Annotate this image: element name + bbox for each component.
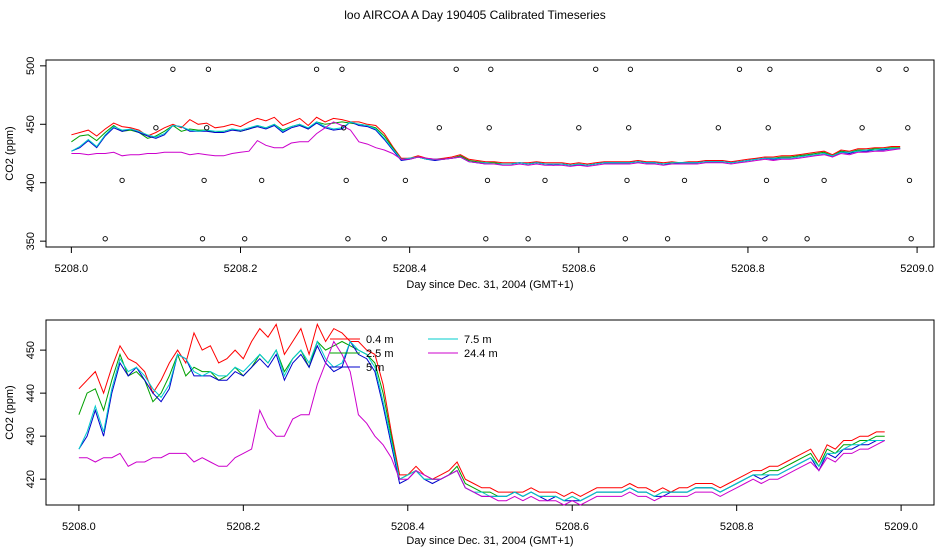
series-line: [71, 121, 901, 167]
y-tick-label: 450: [25, 115, 37, 133]
x-axis-label: Day since Dec. 31, 2004 (GMT+1): [406, 535, 573, 547]
data-point: [624, 177, 630, 184]
data-point: [345, 236, 351, 242]
y-axis-label: CO2 (ppm): [4, 385, 16, 439]
x-tick-label: 5208.4: [391, 521, 425, 533]
plot-frame: [45, 59, 935, 248]
data-point: [153, 125, 159, 131]
series-line: [78, 340, 885, 502]
x-tick-label: 5208.6: [562, 263, 596, 275]
data-point: [170, 66, 176, 72]
data-point: [341, 125, 347, 131]
data-point: [436, 125, 442, 131]
series-line: [78, 340, 885, 502]
data-point: [763, 177, 770, 184]
data-point: [736, 66, 743, 72]
data-point: [204, 125, 210, 131]
data-point: [622, 236, 628, 242]
series-line: [78, 340, 885, 506]
y-tick-label: 450: [25, 341, 37, 359]
y-tick-label: 350: [25, 232, 37, 250]
legend-label: 0.4 m: [366, 334, 394, 346]
x-tick-label: 5208.8: [720, 521, 754, 533]
data-point: [483, 236, 489, 242]
data-point: [821, 177, 827, 184]
data-point: [343, 177, 349, 184]
data-point: [259, 177, 265, 184]
y-tick-label: 440: [25, 384, 37, 402]
data-point: [242, 236, 248, 242]
y-tick-label: 400: [25, 174, 37, 192]
data-point: [664, 236, 671, 242]
x-tick-label: 5208.4: [393, 263, 427, 275]
figure-title: loo AIRCOA A Day 190405 Calibrated Times…: [344, 8, 606, 22]
x-tick-label: 5208.8: [731, 263, 765, 275]
data-point: [102, 236, 108, 242]
data-point: [627, 66, 634, 72]
data-point: [681, 177, 688, 184]
data-point: [381, 236, 387, 242]
data-point: [859, 125, 865, 131]
y-tick-label: 430: [25, 427, 37, 445]
legend-label: 5 m: [366, 362, 384, 374]
x-tick-label: 5208.2: [224, 263, 258, 275]
data-point: [593, 66, 599, 72]
y-axis-label: CO2 (ppm): [4, 126, 16, 180]
data-point: [205, 66, 212, 72]
series-line: [71, 121, 901, 166]
data-point: [767, 66, 773, 72]
data-point: [576, 125, 582, 131]
x-tick-label: 5208.0: [62, 521, 96, 533]
data-point: [906, 177, 913, 184]
data-point: [903, 66, 909, 72]
series-line: [78, 322, 885, 497]
legend-label: 2.5 m: [366, 348, 394, 360]
data-point: [201, 177, 207, 184]
y-tick-label: 420: [25, 470, 37, 488]
x-tick-label: 5208.6: [555, 521, 589, 533]
x-tick-label: 5208.0: [55, 263, 89, 275]
x-axis-label: Day since Dec. 31, 2004 (GMT+1): [406, 279, 573, 291]
data-point: [525, 236, 531, 242]
data-point: [905, 125, 911, 131]
data-point: [765, 125, 771, 131]
data-point: [313, 66, 320, 72]
series-line: [78, 340, 885, 502]
data-point: [876, 66, 882, 72]
bottom-panel: 5208.0 5208.2 5208.4 5208.6 5208.8 5209.0 420 4…: [4, 319, 935, 547]
data-point: [908, 236, 914, 242]
data-point: [119, 177, 125, 184]
y-tick-label: 500: [25, 57, 37, 75]
series-line: [71, 116, 901, 165]
data-point: [542, 177, 548, 184]
legend-label: 7.5 m: [464, 334, 492, 346]
data-point: [762, 236, 768, 242]
series-line: [71, 121, 901, 166]
x-tick-label: 5209.0: [884, 521, 918, 533]
data-point: [453, 66, 459, 72]
plot-frame: [45, 319, 935, 506]
data-point: [339, 66, 345, 72]
legend-label: 24.4 m: [464, 348, 498, 360]
data-point: [199, 236, 206, 242]
data-point: [486, 125, 492, 131]
x-tick-label: 5209.0: [900, 263, 934, 275]
data-point: [804, 236, 810, 242]
x-tick-label: 5208.2: [227, 521, 261, 533]
data-point: [626, 125, 632, 131]
top-panel: 5208.0 5208.2 5208.4 5208.6 5208.8 5209.0 350 4…: [4, 57, 935, 291]
data-point: [402, 177, 409, 184]
data-point: [715, 125, 721, 131]
data-point: [488, 66, 494, 72]
data-point: [484, 177, 491, 184]
